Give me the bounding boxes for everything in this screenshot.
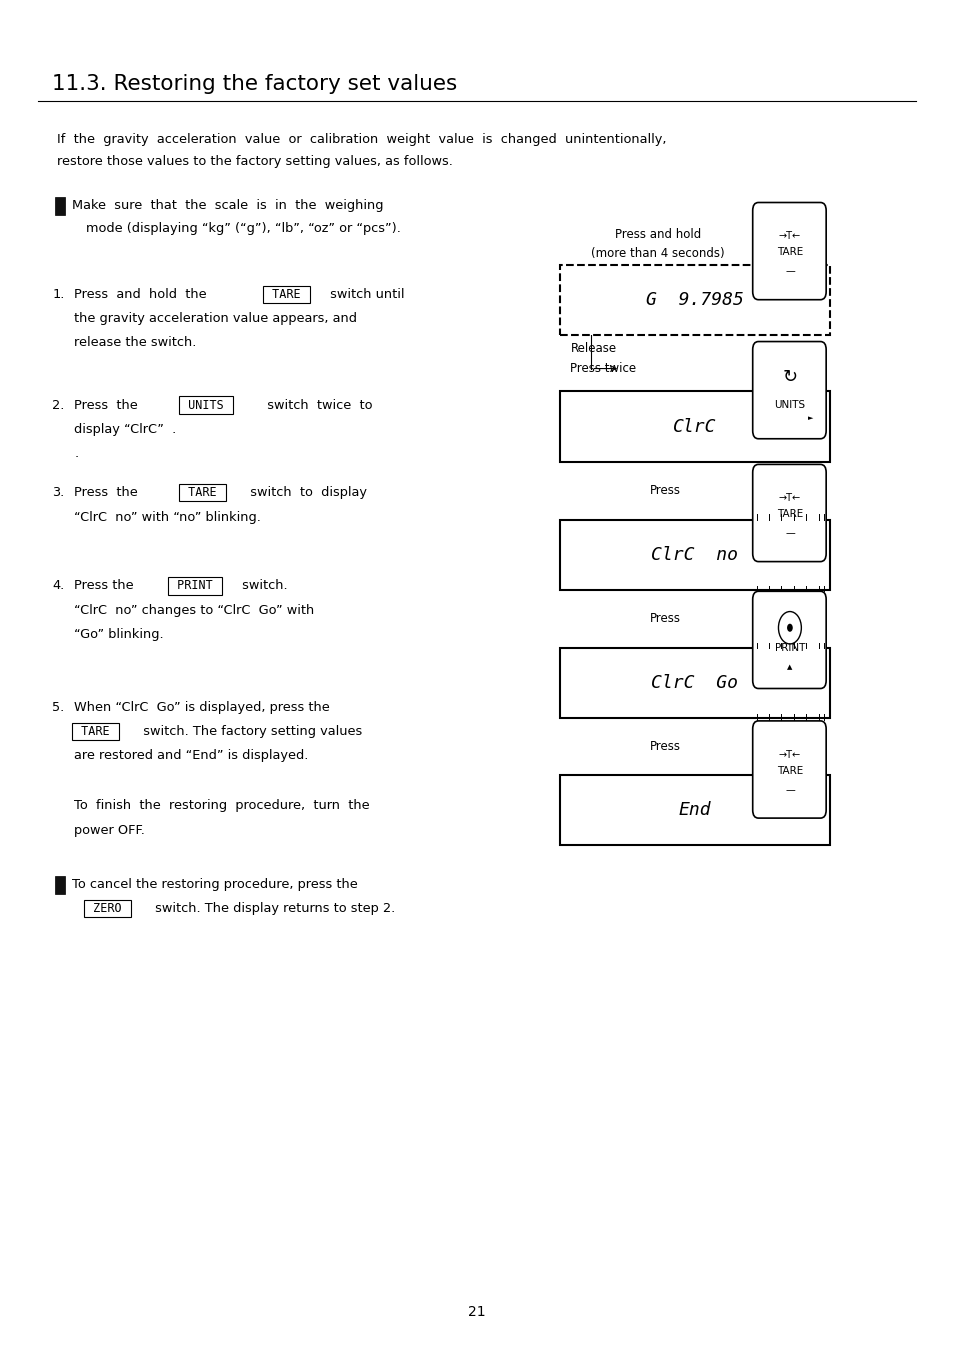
Text: ↻: ↻ (781, 367, 797, 386)
Text: switch.: switch. (238, 579, 288, 593)
Text: Press  the: Press the (74, 486, 142, 500)
Text: ClrC  Go: ClrC Go (651, 674, 738, 693)
Text: 11.3. Restoring the factory set values: 11.3. Restoring the factory set values (52, 74, 457, 93)
Circle shape (786, 624, 792, 632)
Text: End: End (678, 801, 711, 819)
Text: When “ClrC  Go” is displayed, press the: When “ClrC Go” is displayed, press the (74, 701, 330, 714)
Text: mode (displaying “kg” (“g”), “lb”, “oz” or “pcs”).: mode (displaying “kg” (“g”), “lb”, “oz” … (86, 221, 400, 235)
Text: UNITS: UNITS (774, 400, 804, 410)
Text: →T←: →T← (778, 749, 801, 760)
Text: are restored and “End” is displayed.: are restored and “End” is displayed. (74, 749, 309, 763)
FancyBboxPatch shape (752, 202, 825, 300)
Text: Press and hold: Press and hold (615, 228, 700, 242)
Text: release the switch.: release the switch. (74, 336, 196, 350)
Text: G  9.7985: G 9.7985 (645, 290, 743, 309)
FancyBboxPatch shape (559, 648, 829, 718)
FancyBboxPatch shape (559, 520, 829, 590)
Text: Press  and  hold  the: Press and hold the (74, 288, 211, 301)
Text: “Go” blinking.: “Go” blinking. (74, 628, 164, 641)
Text: ZERO: ZERO (86, 902, 129, 915)
Text: TARE: TARE (265, 288, 308, 301)
Text: 5.: 5. (52, 701, 65, 714)
Text: TARE: TARE (776, 247, 802, 258)
Text: Press the: Press the (74, 579, 138, 593)
FancyBboxPatch shape (752, 721, 825, 818)
FancyBboxPatch shape (55, 876, 65, 894)
Text: TARE: TARE (776, 765, 802, 776)
Text: Press: Press (650, 740, 680, 753)
Text: PRINT: PRINT (170, 579, 219, 593)
Text: ClrC: ClrC (673, 417, 716, 436)
FancyBboxPatch shape (752, 342, 825, 439)
Text: ►: ► (807, 416, 813, 421)
Text: PRINT: PRINT (774, 643, 804, 653)
Text: If  the  gravity  acceleration  value  or  calibration  weight  value  is  chang: If the gravity acceleration value or cal… (57, 132, 666, 146)
Text: “ClrC  no” with “no” blinking.: “ClrC no” with “no” blinking. (74, 510, 261, 524)
Text: To cancel the restoring procedure, press the: To cancel the restoring procedure, press… (71, 878, 357, 891)
Text: switch  to  display: switch to display (242, 486, 367, 500)
Text: TARE: TARE (74, 725, 117, 738)
Text: →T←: →T← (778, 231, 801, 242)
Text: Press: Press (650, 483, 680, 497)
Text: —: — (784, 266, 794, 277)
Text: ClrC  no: ClrC no (651, 545, 738, 564)
Text: To  finish  the  restoring  procedure,  turn  the: To finish the restoring procedure, turn … (74, 799, 370, 813)
Text: —: — (784, 528, 794, 539)
Text: Make  sure  that  the  scale  is  in  the  weighing: Make sure that the scale is in the weigh… (71, 198, 383, 212)
Text: the gravity acceleration value appears, and: the gravity acceleration value appears, … (74, 312, 357, 325)
FancyBboxPatch shape (752, 464, 825, 562)
Text: Press: Press (650, 612, 680, 625)
Text: Press twice: Press twice (570, 362, 636, 375)
FancyBboxPatch shape (55, 197, 65, 215)
Text: restore those values to the factory setting values, as follows.: restore those values to the factory sett… (57, 155, 453, 169)
FancyBboxPatch shape (752, 591, 825, 688)
Text: —: — (784, 784, 794, 795)
Text: 3.: 3. (52, 486, 65, 500)
Text: Release: Release (570, 342, 616, 355)
Text: →T←: →T← (778, 493, 801, 504)
Text: ▲: ▲ (786, 664, 792, 670)
Text: switch. The display returns to step 2.: switch. The display returns to step 2. (151, 902, 395, 915)
Text: switch  twice  to: switch twice to (259, 398, 373, 412)
Text: TARE: TARE (776, 509, 802, 520)
Text: UNITS: UNITS (181, 398, 231, 412)
FancyBboxPatch shape (559, 265, 829, 335)
Text: display “ClrC”  .: display “ClrC” . (74, 423, 176, 436)
Text: Press  the: Press the (74, 398, 142, 412)
Text: 4.: 4. (52, 579, 65, 593)
Text: “ClrC  no” changes to “ClrC  Go” with: “ClrC no” changes to “ClrC Go” with (74, 603, 314, 617)
Text: 21: 21 (468, 1305, 485, 1319)
Text: switch until: switch until (326, 288, 404, 301)
Text: power OFF.: power OFF. (74, 824, 145, 837)
Text: TARE: TARE (181, 486, 224, 500)
Text: switch. The factory setting values: switch. The factory setting values (135, 725, 362, 738)
FancyBboxPatch shape (559, 775, 829, 845)
Text: 2.: 2. (52, 398, 65, 412)
Text: 1.: 1. (52, 288, 65, 301)
Text: (more than 4 seconds): (more than 4 seconds) (591, 247, 724, 261)
FancyBboxPatch shape (559, 392, 829, 462)
Text: .: . (74, 447, 78, 460)
